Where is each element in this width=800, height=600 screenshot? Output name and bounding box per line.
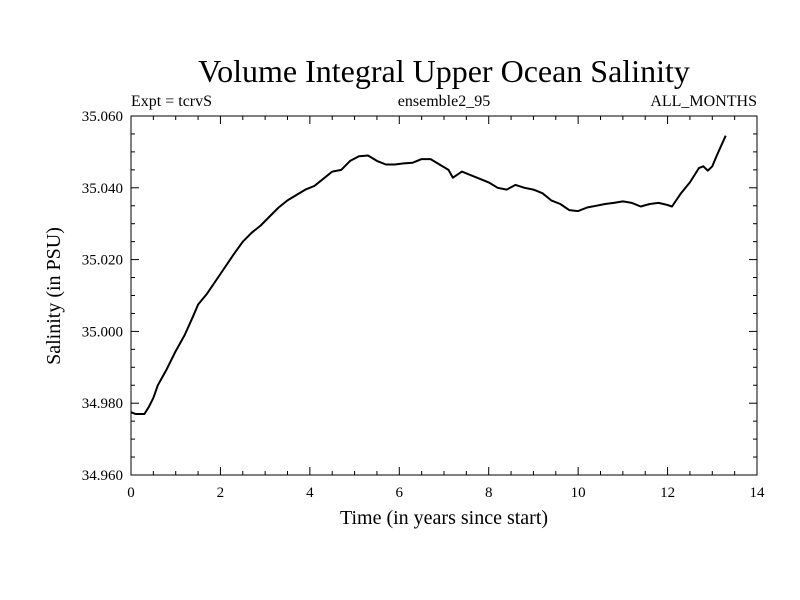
chart-title: Volume Integral Upper Ocean Salinity bbox=[198, 53, 690, 89]
x-tick-label: 12 bbox=[660, 485, 675, 501]
y-axis-label: Salinity (in PSU) bbox=[43, 227, 65, 365]
y-tick-label: 35.020 bbox=[82, 253, 123, 269]
y-tick-label: 34.980 bbox=[82, 396, 123, 412]
x-tick-label: 6 bbox=[396, 485, 404, 501]
plot-frame bbox=[130, 115, 758, 476]
ensemble-label: ensemble2_95 bbox=[398, 93, 490, 110]
x-axis-label: Time (in years since start) bbox=[340, 507, 548, 529]
salinity-series-line bbox=[130, 135, 727, 415]
x-tick-label: 4 bbox=[306, 485, 314, 501]
x-tick-label: 14 bbox=[750, 485, 766, 501]
axis-ticks bbox=[130, 115, 758, 476]
months-label: ALL_MONTHS bbox=[650, 93, 757, 110]
y-tick-label: 35.040 bbox=[82, 181, 123, 197]
y-tick-label: 35.000 bbox=[82, 324, 123, 340]
y-tick-label: 34.960 bbox=[82, 468, 123, 484]
y-tick-label: 35.060 bbox=[82, 109, 123, 125]
x-tick-label: 10 bbox=[571, 485, 586, 501]
x-tick-label: 0 bbox=[127, 485, 135, 501]
y-tick-labels: 34.960 34.980 35.000 35.020 35.040 35.060 bbox=[82, 109, 123, 484]
x-tick-labels: 0 2 4 6 8 10 12 14 bbox=[127, 485, 765, 501]
x-tick-label: 8 bbox=[485, 485, 493, 501]
x-tick-label: 2 bbox=[217, 485, 225, 501]
experiment-label: Expt = tcrvS bbox=[131, 93, 212, 110]
